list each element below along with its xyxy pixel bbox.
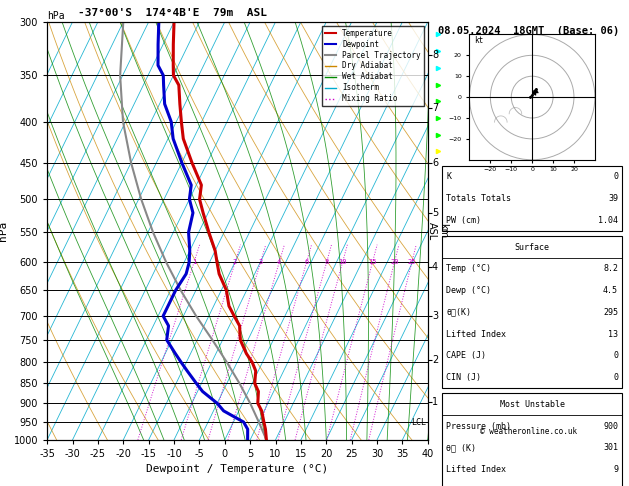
Text: CIN (J): CIN (J) xyxy=(447,373,481,382)
X-axis label: Dewpoint / Temperature (°C): Dewpoint / Temperature (°C) xyxy=(147,465,328,474)
Text: 8: 8 xyxy=(432,50,438,60)
Text: 39: 39 xyxy=(608,194,618,203)
Text: 9: 9 xyxy=(613,465,618,474)
Text: 20: 20 xyxy=(390,260,399,265)
Text: 08.05.2024  18GMT  (Base: 06): 08.05.2024 18GMT (Base: 06) xyxy=(438,26,619,36)
Text: 7: 7 xyxy=(432,104,438,113)
Text: 2: 2 xyxy=(432,355,438,365)
Text: Lifted Index: Lifted Index xyxy=(447,330,506,339)
Text: θᴇ (K): θᴇ (K) xyxy=(447,443,476,452)
Text: 1.04: 1.04 xyxy=(598,216,618,225)
Text: Dewp (°C): Dewp (°C) xyxy=(447,286,491,295)
Text: Pressure (mb): Pressure (mb) xyxy=(447,421,511,431)
Text: 900: 900 xyxy=(603,421,618,431)
Text: 1: 1 xyxy=(192,260,196,265)
Text: 1: 1 xyxy=(432,398,438,407)
Text: K: K xyxy=(447,173,451,181)
Text: -37°00'S  174°4B'E  79m  ASL: -37°00'S 174°4B'E 79m ASL xyxy=(77,8,267,18)
Text: 8: 8 xyxy=(325,260,329,265)
Text: 3: 3 xyxy=(259,260,262,265)
Text: 4: 4 xyxy=(432,262,438,272)
Text: CAPE (J): CAPE (J) xyxy=(447,351,486,360)
Y-axis label: km
ASL: km ASL xyxy=(427,222,448,240)
Text: 13: 13 xyxy=(608,330,618,339)
Y-axis label: hPa: hPa xyxy=(0,221,8,241)
Text: 4: 4 xyxy=(277,260,281,265)
Text: 10: 10 xyxy=(338,260,347,265)
Text: 5: 5 xyxy=(432,208,438,218)
Text: Temp (°C): Temp (°C) xyxy=(447,264,491,274)
Text: © weatheronline.co.uk: © weatheronline.co.uk xyxy=(480,427,577,435)
Text: PW (cm): PW (cm) xyxy=(447,216,481,225)
Text: 6: 6 xyxy=(432,157,438,168)
Text: 0: 0 xyxy=(613,351,618,360)
Text: 0: 0 xyxy=(613,373,618,382)
Text: Lifted Index: Lifted Index xyxy=(447,465,506,474)
Text: θᴇ(K): θᴇ(K) xyxy=(447,308,471,317)
Text: 4.5: 4.5 xyxy=(603,286,618,295)
Text: 2: 2 xyxy=(233,260,237,265)
Text: Most Unstable: Most Unstable xyxy=(499,400,565,409)
Text: 0: 0 xyxy=(613,173,618,181)
Text: Surface: Surface xyxy=(515,243,550,252)
Text: 8.2: 8.2 xyxy=(603,264,618,274)
Text: 3: 3 xyxy=(432,311,438,321)
Text: 6: 6 xyxy=(304,260,309,265)
Text: 301: 301 xyxy=(603,443,618,452)
Text: LCL: LCL xyxy=(411,418,426,427)
Text: Totals Totals: Totals Totals xyxy=(447,194,511,203)
Text: 15: 15 xyxy=(368,260,377,265)
Text: 25: 25 xyxy=(408,260,416,265)
Legend: Temperature, Dewpoint, Parcel Trajectory, Dry Adiabat, Wet Adiabat, Isotherm, Mi: Temperature, Dewpoint, Parcel Trajectory… xyxy=(321,26,424,106)
Text: hPa: hPa xyxy=(47,11,65,21)
Text: 295: 295 xyxy=(603,308,618,317)
